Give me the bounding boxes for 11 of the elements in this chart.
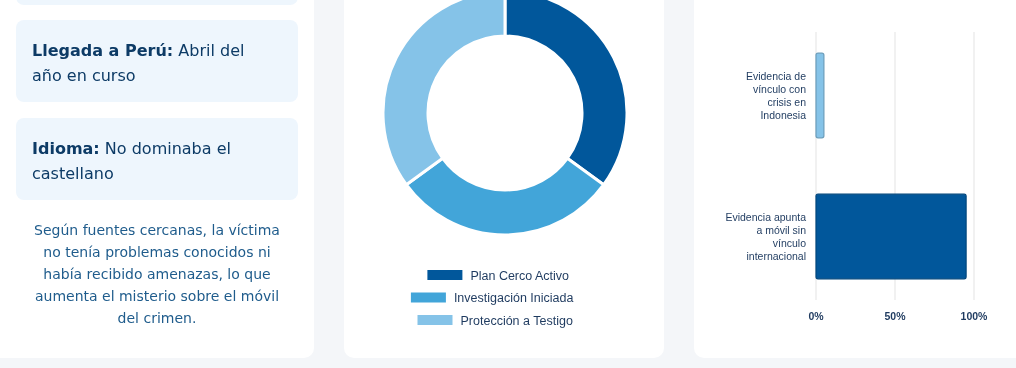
y-tick-label: Evidencia apunta a móvil sin vínculo internacional xyxy=(725,211,807,263)
text: Según fuentes cercanas, la víctima no tenía problemas conocidos ni había recibido amenazas, lo que aumenta el misterio sobre el móvil del crimen. xyxy=(34,222,280,326)
text: Idioma: No dominaba el castellano xyxy=(32,139,231,183)
legend-label: Protección a Testigo xyxy=(460,313,573,328)
legend-label: Plan Cerco Activo xyxy=(470,268,570,283)
legend-label: Investigación Iniciada xyxy=(453,291,574,305)
y-tick-label: Evidencia de vínculo con crisis en Indonesia xyxy=(745,69,807,121)
x-tick-label: 0% xyxy=(808,310,825,322)
x-tick-label: 50% xyxy=(884,310,907,322)
text: Llegada a Perú: Abril del año en curso xyxy=(32,41,245,85)
x-tick-label: 100% xyxy=(960,310,989,322)
